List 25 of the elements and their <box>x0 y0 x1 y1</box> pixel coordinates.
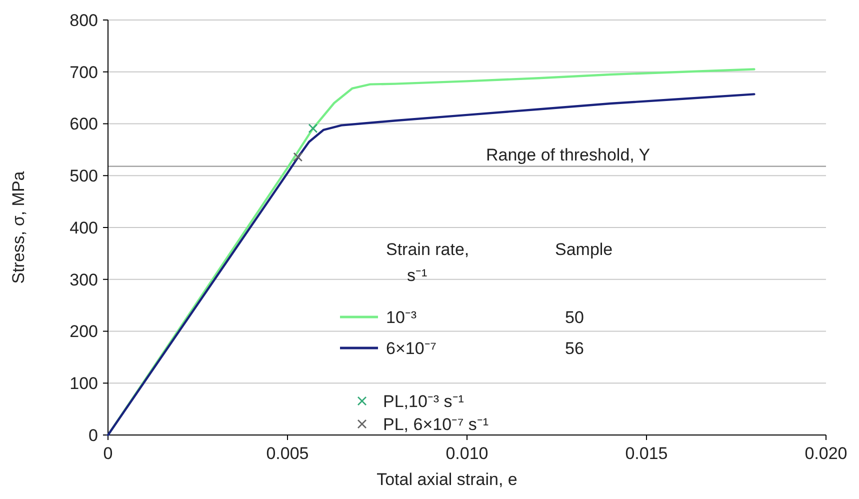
y-tick-label: 500 <box>70 166 98 186</box>
annotation: 50 <box>565 308 584 327</box>
annotation: Sample <box>555 240 613 259</box>
y-tick-label: 300 <box>70 270 98 290</box>
x-tick-label: 0.005 <box>266 444 309 463</box>
y-tick-label: 400 <box>70 218 98 238</box>
y-tick-label: 800 <box>70 10 98 30</box>
y-tick-label: 100 <box>70 374 98 394</box>
x-tick-label: 0.020 <box>804 444 848 463</box>
legend-label: PL, 6×10⁻⁷ s⁻¹ <box>383 414 489 434</box>
legend-label: 10⁻³ <box>386 308 417 327</box>
y-tick-label: 0 <box>88 426 98 445</box>
x-tick-label: 0 <box>103 444 113 463</box>
annotation: 56 <box>565 338 584 358</box>
legend-label: 6×10⁻⁷ <box>386 338 436 358</box>
y-tick-label: 200 <box>70 322 98 342</box>
x-axis-title: Total axial strain, e <box>376 470 518 489</box>
y-axis-title: Stress, σ, MPa <box>9 170 28 284</box>
legend-label: PL,10⁻³ s⁻¹ <box>383 392 464 411</box>
x-tick-label: 0.015 <box>625 444 668 463</box>
ref-line-label: Range of threshold, Y <box>486 145 650 164</box>
y-tick-label: 600 <box>70 114 98 134</box>
y-tick-label: 700 <box>70 62 98 82</box>
x-tick-label: 0.010 <box>446 444 488 463</box>
legend-title: Strain rate, s⁻¹ <box>386 240 470 285</box>
